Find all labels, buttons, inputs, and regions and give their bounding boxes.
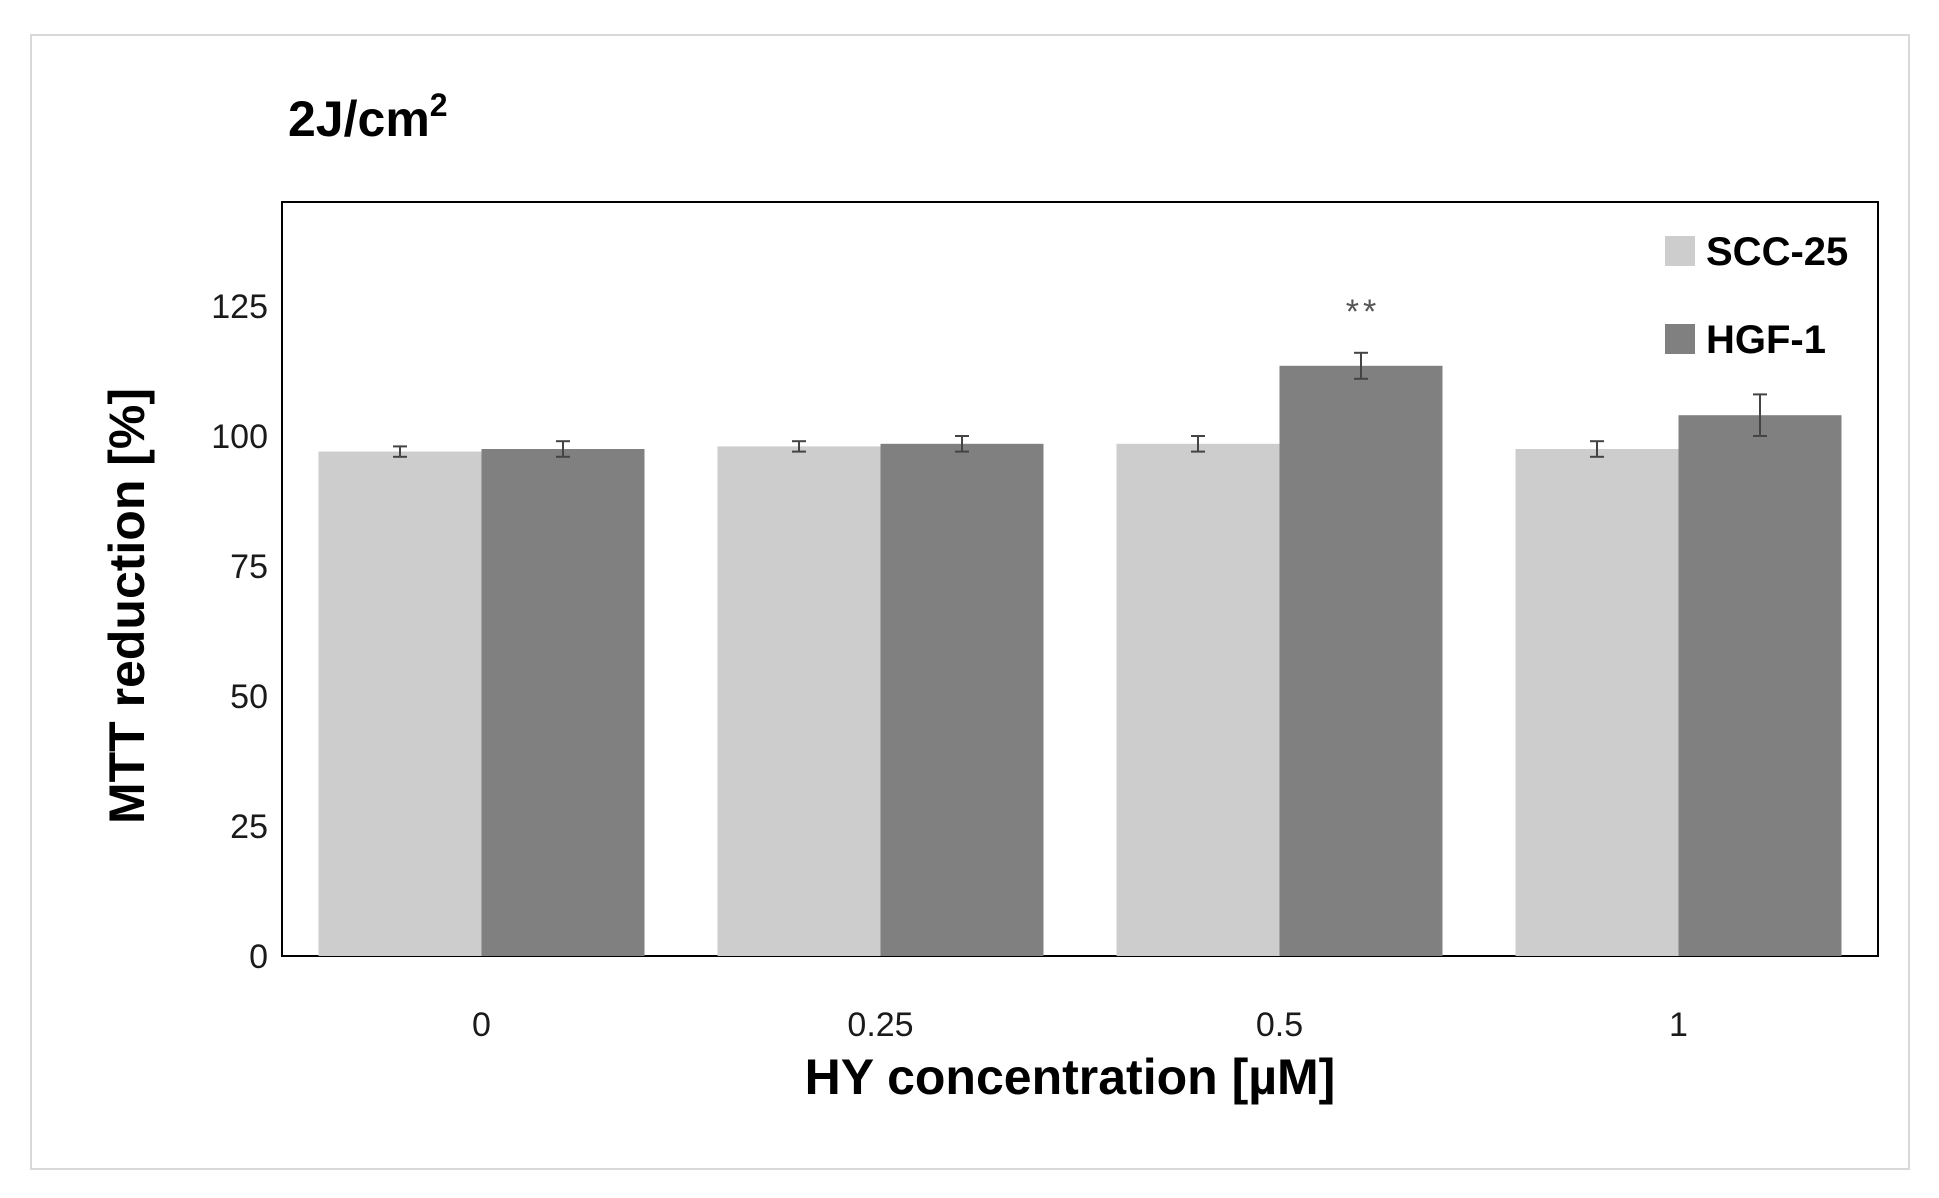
bar-chart: 2J/cm2 0 25 50 75 100 125 0 0.25 0.5 1 ** SCC-25… [99,87,1879,1105]
legend-label-scc-25: SCC-25 [1706,230,1848,274]
bar-scc-25-0 [318,451,482,956]
y-axis-title: MTT reduction [%] [99,388,155,824]
y-tick-label: 75 [230,548,268,586]
y-tick-label: 50 [230,678,268,716]
legend-label-hgf-1: HGF-1 [1706,318,1826,362]
x-axis-title: HY concentration [µM] [805,1049,1336,1105]
x-tick-label: 0 [472,1006,491,1044]
legend-swatch-hgf-1 [1665,324,1695,354]
bar-scc-25-3 [1515,449,1679,956]
bar-hgf-1-1 [880,443,1044,956]
plot-area [281,201,1879,957]
bar-hgf-1-2 [1279,365,1443,956]
x-tick-label: 0.25 [847,1006,913,1044]
bar-hgf-1-3 [1678,415,1842,956]
annotations-group: ** [1346,293,1380,331]
legend-swatch-scc-25 [1665,236,1695,266]
bars-group [318,351,1842,956]
y-axis-ticks: 0 25 50 75 100 125 [211,288,268,976]
y-tick-label: 100 [211,418,268,456]
y-tick-label: 125 [211,288,268,326]
significance-annotation: ** [1346,293,1380,331]
bar-scc-25-2 [1116,443,1280,956]
bar-hgf-1-0 [481,449,645,956]
chart-frame: 2J/cm2 0 25 50 75 100 125 0 0.25 0.5 1 ** SCC-25… [30,34,1910,1170]
chart-title: 2J/cm2 [288,87,448,147]
bar-scc-25-1 [717,446,881,956]
legend: SCC-25 HGF-1 [1665,230,1848,362]
x-tick-label: 0.5 [1256,1006,1303,1044]
x-axis-ticks: 0 0.25 0.5 1 [472,1006,1688,1044]
y-tick-label: 25 [230,808,268,846]
y-tick-label: 0 [249,938,268,976]
plot-border [281,201,1879,957]
x-tick-label: 1 [1669,1006,1688,1044]
